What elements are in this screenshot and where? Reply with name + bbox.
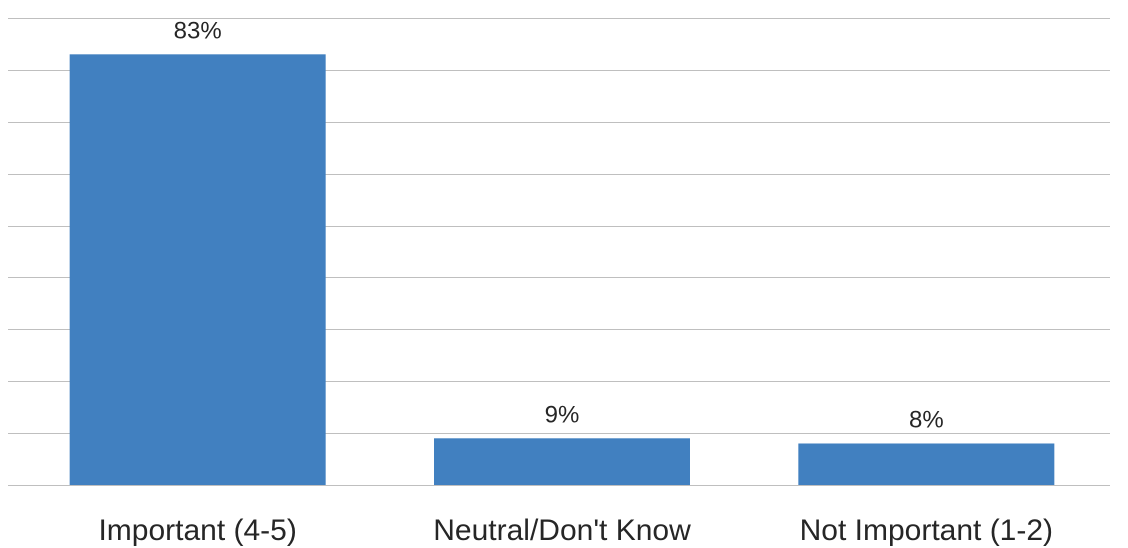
bars <box>69 54 1055 485</box>
data-label-3: 8% <box>909 406 944 433</box>
data-labels: 83% 9% 8% <box>174 17 944 433</box>
category-label-1: Important (4-5) <box>98 514 296 547</box>
data-label-1: 83% <box>174 17 222 44</box>
bar-3 <box>798 443 1055 485</box>
category-labels: Important (4-5) Neutral/Don't Know Not Imp… <box>98 514 1053 547</box>
category-label-2: Neutral/Don't Know <box>433 514 691 547</box>
data-label-2: 9% <box>545 401 580 428</box>
bar-2 <box>434 438 690 485</box>
category-label-3: Not Important (1-2) <box>800 514 1053 547</box>
bar-1 <box>69 54 326 485</box>
